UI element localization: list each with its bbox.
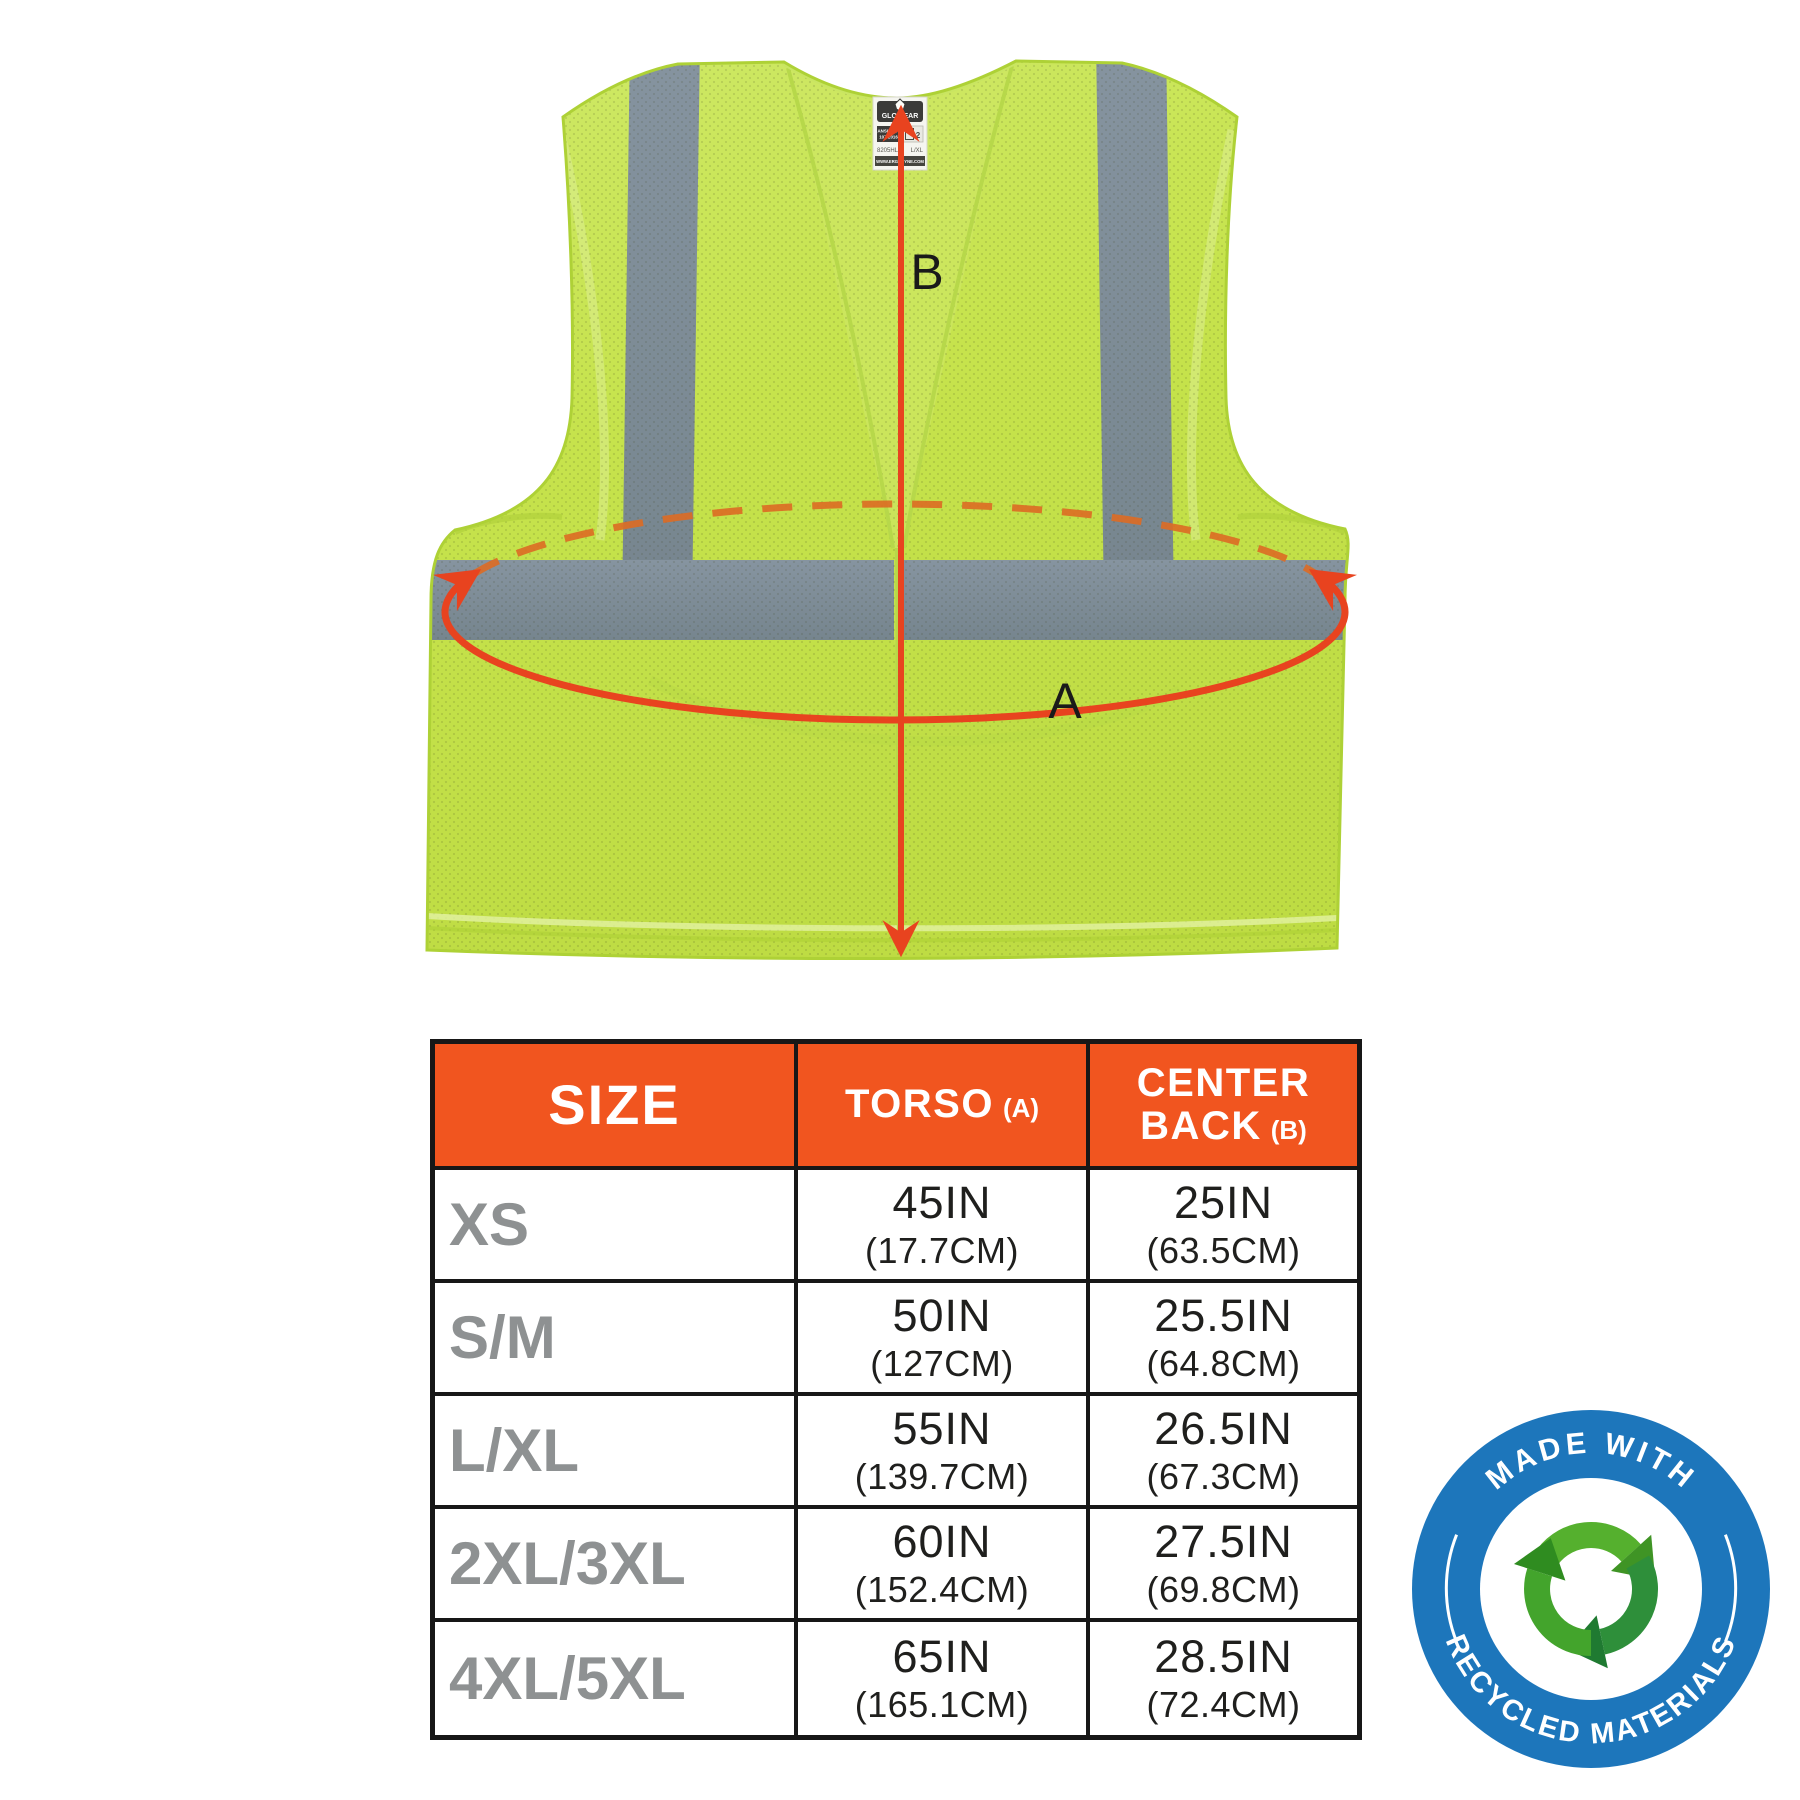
tag-class: 2	[916, 131, 921, 140]
back-measurement-cell: 27.5IN (69.8CM)	[1090, 1509, 1357, 1618]
back-measurement-cell: 25IN (63.5CM)	[1090, 1170, 1357, 1279]
torso-measurement-cell: 50IN (127CM)	[798, 1283, 1090, 1392]
tag-size: L/XL	[911, 148, 924, 154]
torso-inches: 55IN	[892, 1402, 992, 1454]
size-label: L/XL	[435, 1396, 798, 1505]
recycled-materials-badge: MADE WITH RECYCLED MATERIALS	[1412, 1410, 1770, 1768]
label-a: A	[1048, 673, 1082, 729]
table-header-row: SIZE TORSO (A) CENTER BACK (B)	[435, 1044, 1357, 1170]
back-measurement-cell: 25.5IN (64.8CM)	[1090, 1283, 1357, 1392]
back-measurement-cell: 28.5IN (72.4CM)	[1090, 1622, 1357, 1735]
tag-model: 8205HL	[877, 148, 899, 154]
size-label: S/M	[435, 1283, 798, 1392]
header-size: SIZE	[435, 1044, 798, 1166]
table-row: S/M 50IN (127CM) 25.5IN (64.8CM)	[435, 1283, 1357, 1396]
torso-inches: 65IN	[892, 1630, 992, 1682]
measurement-annotations: B A	[432, 104, 1358, 958]
torso-measurement-cell: 60IN (152.4CM)	[798, 1509, 1090, 1618]
vneck-seam-left	[786, 67, 895, 549]
header-back-label-2: BACK	[1140, 1104, 1262, 1148]
torso-centimeters: (152.4CM)	[854, 1568, 1030, 1610]
header-torso-note: (A)	[1002, 1093, 1040, 1124]
size-label: XS	[435, 1170, 798, 1279]
torso-measurement-cell: 65IN (165.1CM)	[798, 1622, 1090, 1735]
torso-centimeters: (165.1CM)	[854, 1683, 1030, 1725]
torso-centimeters: (17.7CM)	[864, 1229, 1020, 1271]
header-back-note: (B)	[1270, 1115, 1307, 1145]
back-centimeters: (72.4CM)	[1146, 1683, 1301, 1725]
table-row: L/XL 55IN (139.7CM) 26.5IN (67.3CM)	[435, 1396, 1357, 1509]
table-row: XS 45IN (17.7CM) 25IN (63.5CM)	[435, 1170, 1357, 1283]
back-centimeters: (64.8CM)	[1146, 1342, 1301, 1384]
torso-centimeters: (139.7CM)	[854, 1455, 1030, 1497]
label-b: B	[910, 244, 943, 300]
recycling-symbol-icon	[1513, 1522, 1658, 1669]
back-inches: 27.5IN	[1154, 1515, 1293, 1567]
header-center-back: CENTER BACK (B)	[1090, 1044, 1357, 1166]
torso-centimeters: (127CM)	[870, 1342, 1014, 1384]
badge-separator-right	[1724, 1534, 1738, 1643]
torso-measurement-cell: 55IN (139.7CM)	[798, 1396, 1090, 1505]
header-size-label: SIZE	[548, 1072, 681, 1136]
header-torso: TORSO (A)	[798, 1044, 1090, 1166]
back-centimeters: (69.8CM)	[1146, 1568, 1301, 1610]
torso-inches: 45IN	[892, 1176, 992, 1228]
badge-separator-left	[1444, 1534, 1458, 1643]
tag-standard-2: 107-2016	[879, 135, 898, 140]
table-row: 4XL/5XL 65IN (165.1CM) 28.5IN (72.4CM)	[435, 1622, 1357, 1735]
back-inches: 28.5IN	[1154, 1630, 1293, 1682]
header-torso-label: TORSO	[844, 1082, 994, 1127]
size-label: 2XL/3XL	[435, 1509, 798, 1618]
tag-standard-1: ANSI/ISEA	[878, 129, 901, 134]
table-row: 2XL/3XL 60IN (152.4CM) 27.5IN (69.8CM)	[435, 1509, 1357, 1622]
back-inches: 25IN	[1173, 1176, 1274, 1228]
torso-inches: 60IN	[892, 1515, 992, 1567]
back-inches: 26.5IN	[1154, 1402, 1293, 1454]
back-measurement-cell: 26.5IN (67.3CM)	[1090, 1396, 1357, 1505]
back-centimeters: (63.5CM)	[1146, 1229, 1301, 1271]
back-inches: 25.5IN	[1154, 1289, 1293, 1341]
torso-measurement-cell: 45IN (17.7CM)	[798, 1170, 1090, 1279]
size-chart-table: SIZE TORSO (A) CENTER BACK (B) XS 45IN (17…	[430, 1039, 1362, 1740]
back-centimeters: (67.3CM)	[1146, 1455, 1301, 1497]
badge-inner-circle	[1480, 1478, 1702, 1700]
header-back-label-1: CENTER	[1136, 1060, 1311, 1105]
torso-ellipse-dashed	[470, 500, 1320, 579]
torso-inches: 50IN	[892, 1289, 992, 1341]
size-label: 4XL/5XL	[435, 1622, 798, 1735]
table-body: XS 45IN (17.7CM) 25IN (63.5CM) S/M 50IN (127CM)…	[435, 1170, 1357, 1735]
